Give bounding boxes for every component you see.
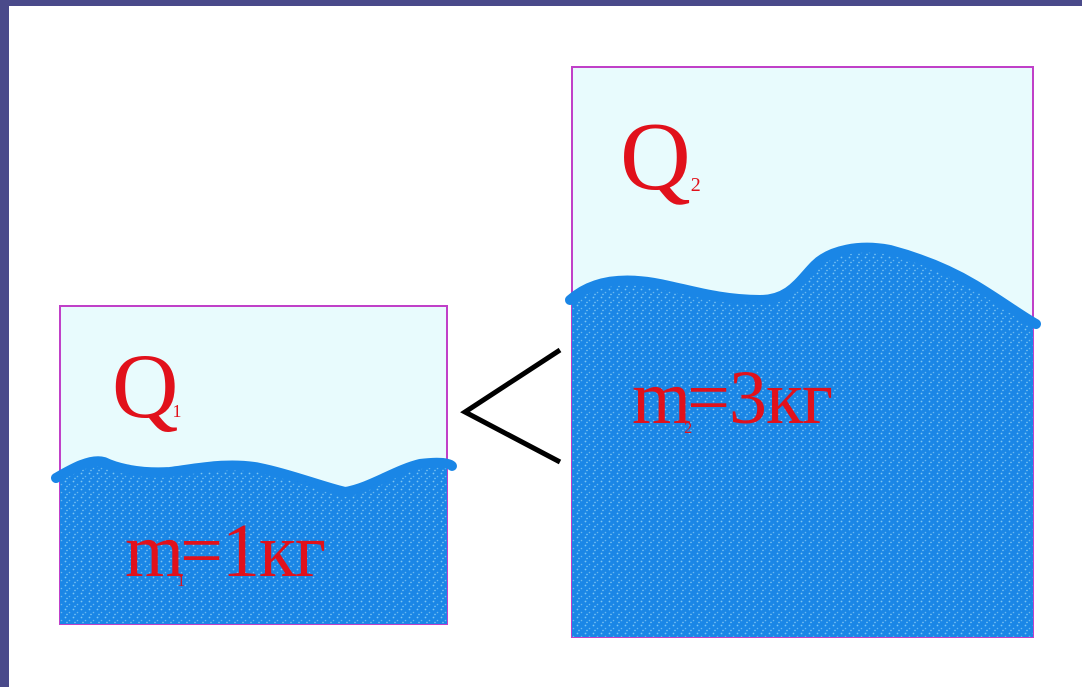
mass-subscript-2: 2 — [684, 420, 692, 437]
less-than-sign — [460, 347, 562, 465]
heat-symbol-1: Q — [112, 335, 179, 437]
heat-subscript-2: 2 — [690, 174, 701, 196]
mass-label-2: m2=3кг — [632, 360, 833, 437]
mass-symbol-1: m — [125, 509, 184, 593]
mass-value-1: =1кг — [180, 509, 326, 593]
container-2-water — [572, 247, 1033, 637]
mass-symbol-2: m — [632, 356, 691, 440]
container-2 — [565, 66, 1041, 638]
slide-frame-top — [0, 0, 1082, 6]
container-1 — [51, 305, 457, 625]
heat-subscript-1: 1 — [172, 401, 182, 421]
slide-frame-left — [0, 0, 9, 687]
container-1-water-surface — [51, 456, 457, 498]
heat-label-1: Q1 — [112, 340, 187, 432]
mass-subscript-1: 1 — [177, 573, 185, 590]
container-1-water — [60, 461, 447, 624]
heat-label-2: Q2 — [620, 108, 701, 206]
mass-label-1: m1=1кг — [125, 513, 326, 590]
mass-value-2: =3кг — [687, 356, 833, 440]
heat-symbol-2: Q — [620, 103, 691, 211]
container-2-water-surface — [565, 242, 1041, 329]
